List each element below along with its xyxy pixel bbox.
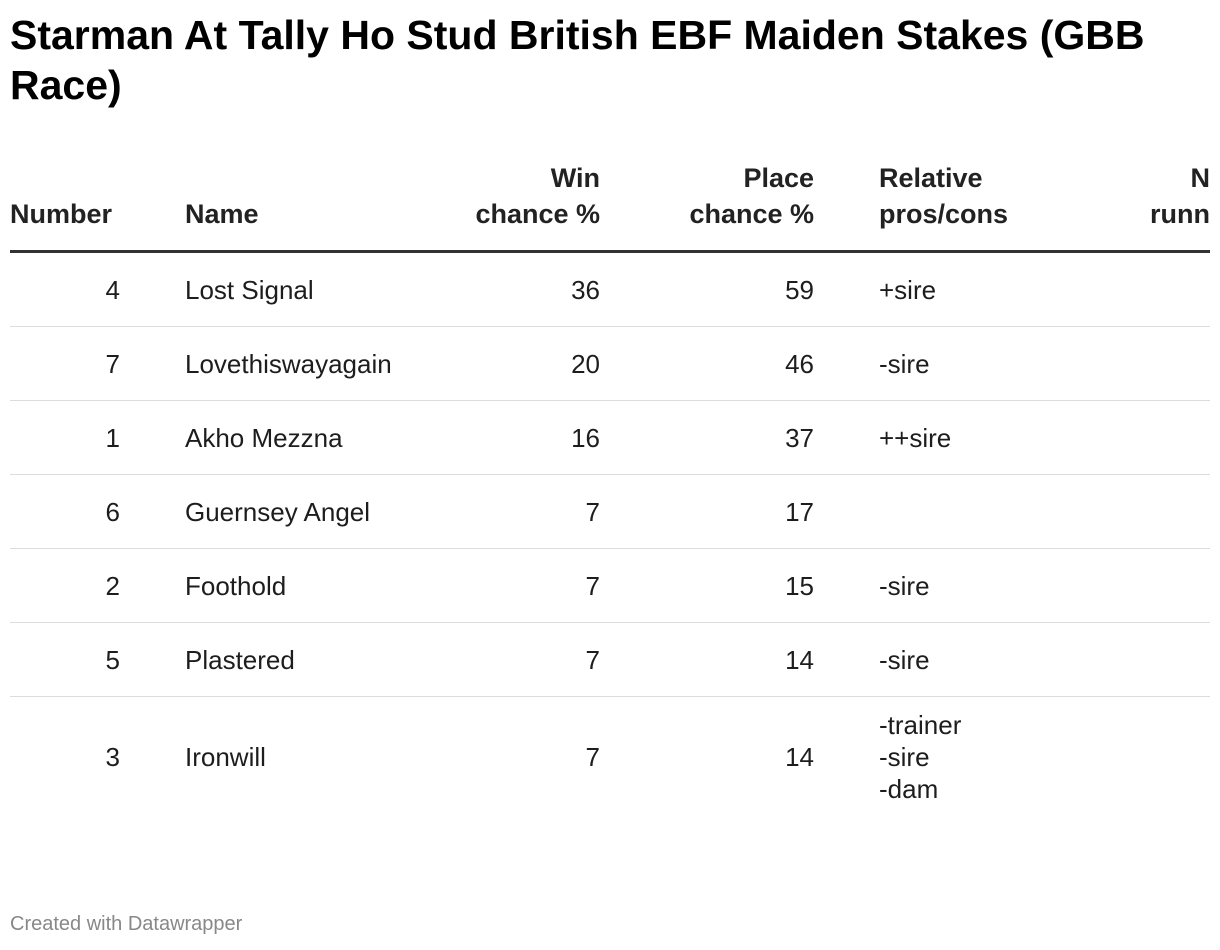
table-cell: 14	[600, 622, 814, 697]
table-cell: 7	[450, 622, 600, 697]
column-header: Non-runner?	[1109, 160, 1210, 253]
column-header: Place chance %	[600, 160, 814, 253]
table-cell: 46	[600, 326, 814, 401]
column-header: Name	[175, 160, 450, 253]
column-header: Win chance %	[450, 160, 600, 253]
table-cell: 16	[450, 400, 600, 475]
table-cell: 1	[10, 400, 175, 475]
table-cell: -sire	[814, 548, 1109, 623]
table-cell: 7	[585, 742, 600, 772]
table-cell: Ironwill	[185, 742, 266, 772]
footer: Created with Datawrapper	[10, 913, 243, 935]
table-cell: 0	[1109, 697, 1210, 818]
table-cell: 37	[600, 400, 814, 475]
table-wrapper: Number Name Win chance % Place chance % Rela…	[10, 160, 1210, 817]
table-cell: 3	[105, 742, 120, 772]
table-cell: 7	[10, 326, 175, 401]
table-cell: Lovethiswayagain	[175, 326, 450, 401]
column-header: Relative pros/cons	[814, 160, 1109, 253]
table-cell	[814, 474, 1109, 549]
table-cell: 0	[1109, 548, 1210, 623]
table-cell: ++sire	[814, 400, 1109, 475]
table-cell: 0	[1109, 400, 1210, 475]
table-cell: Guernsey Angel	[175, 474, 450, 549]
table-cell: 0	[1109, 326, 1210, 401]
table-cell: Foothold	[175, 548, 450, 623]
header-row: Number Name Win chance % Place chance % Rela…	[10, 160, 1210, 253]
table-cell: 0	[1109, 474, 1210, 549]
column-header: Number	[10, 160, 175, 253]
table-cell: 7	[450, 548, 600, 623]
table-cell: Plastered	[175, 622, 450, 697]
table-cell: Lost Signal	[175, 251, 450, 327]
table-cell: -sire	[814, 326, 1109, 401]
table-cell: -trainer -sire -dam	[879, 710, 962, 804]
title: Starman At Tally Ho Stud British EBF Mai…	[10, 12, 1145, 108]
table-cell: Akho Mezzna	[175, 400, 450, 475]
table-cell: -sire	[814, 622, 1109, 697]
table: Number Name Win chance % Place chance % Rela…	[10, 160, 1210, 817]
table-cell: 0	[1109, 251, 1210, 327]
table-cell: 7	[450, 474, 600, 549]
table-cell: 5	[10, 622, 175, 697]
table-cell: 36	[450, 251, 600, 327]
table-cell: 17	[600, 474, 814, 549]
table-cell: 4	[10, 251, 175, 327]
table-cell: +sire	[814, 251, 1109, 327]
table-cell: 59	[600, 251, 814, 327]
table-cell: 2	[10, 548, 175, 623]
table-cell: 6	[10, 474, 175, 549]
table-cell: 20	[450, 326, 600, 401]
table-cell: 0	[1109, 622, 1210, 697]
table-cell: 15	[600, 548, 814, 623]
table-cell: 14	[785, 742, 814, 772]
